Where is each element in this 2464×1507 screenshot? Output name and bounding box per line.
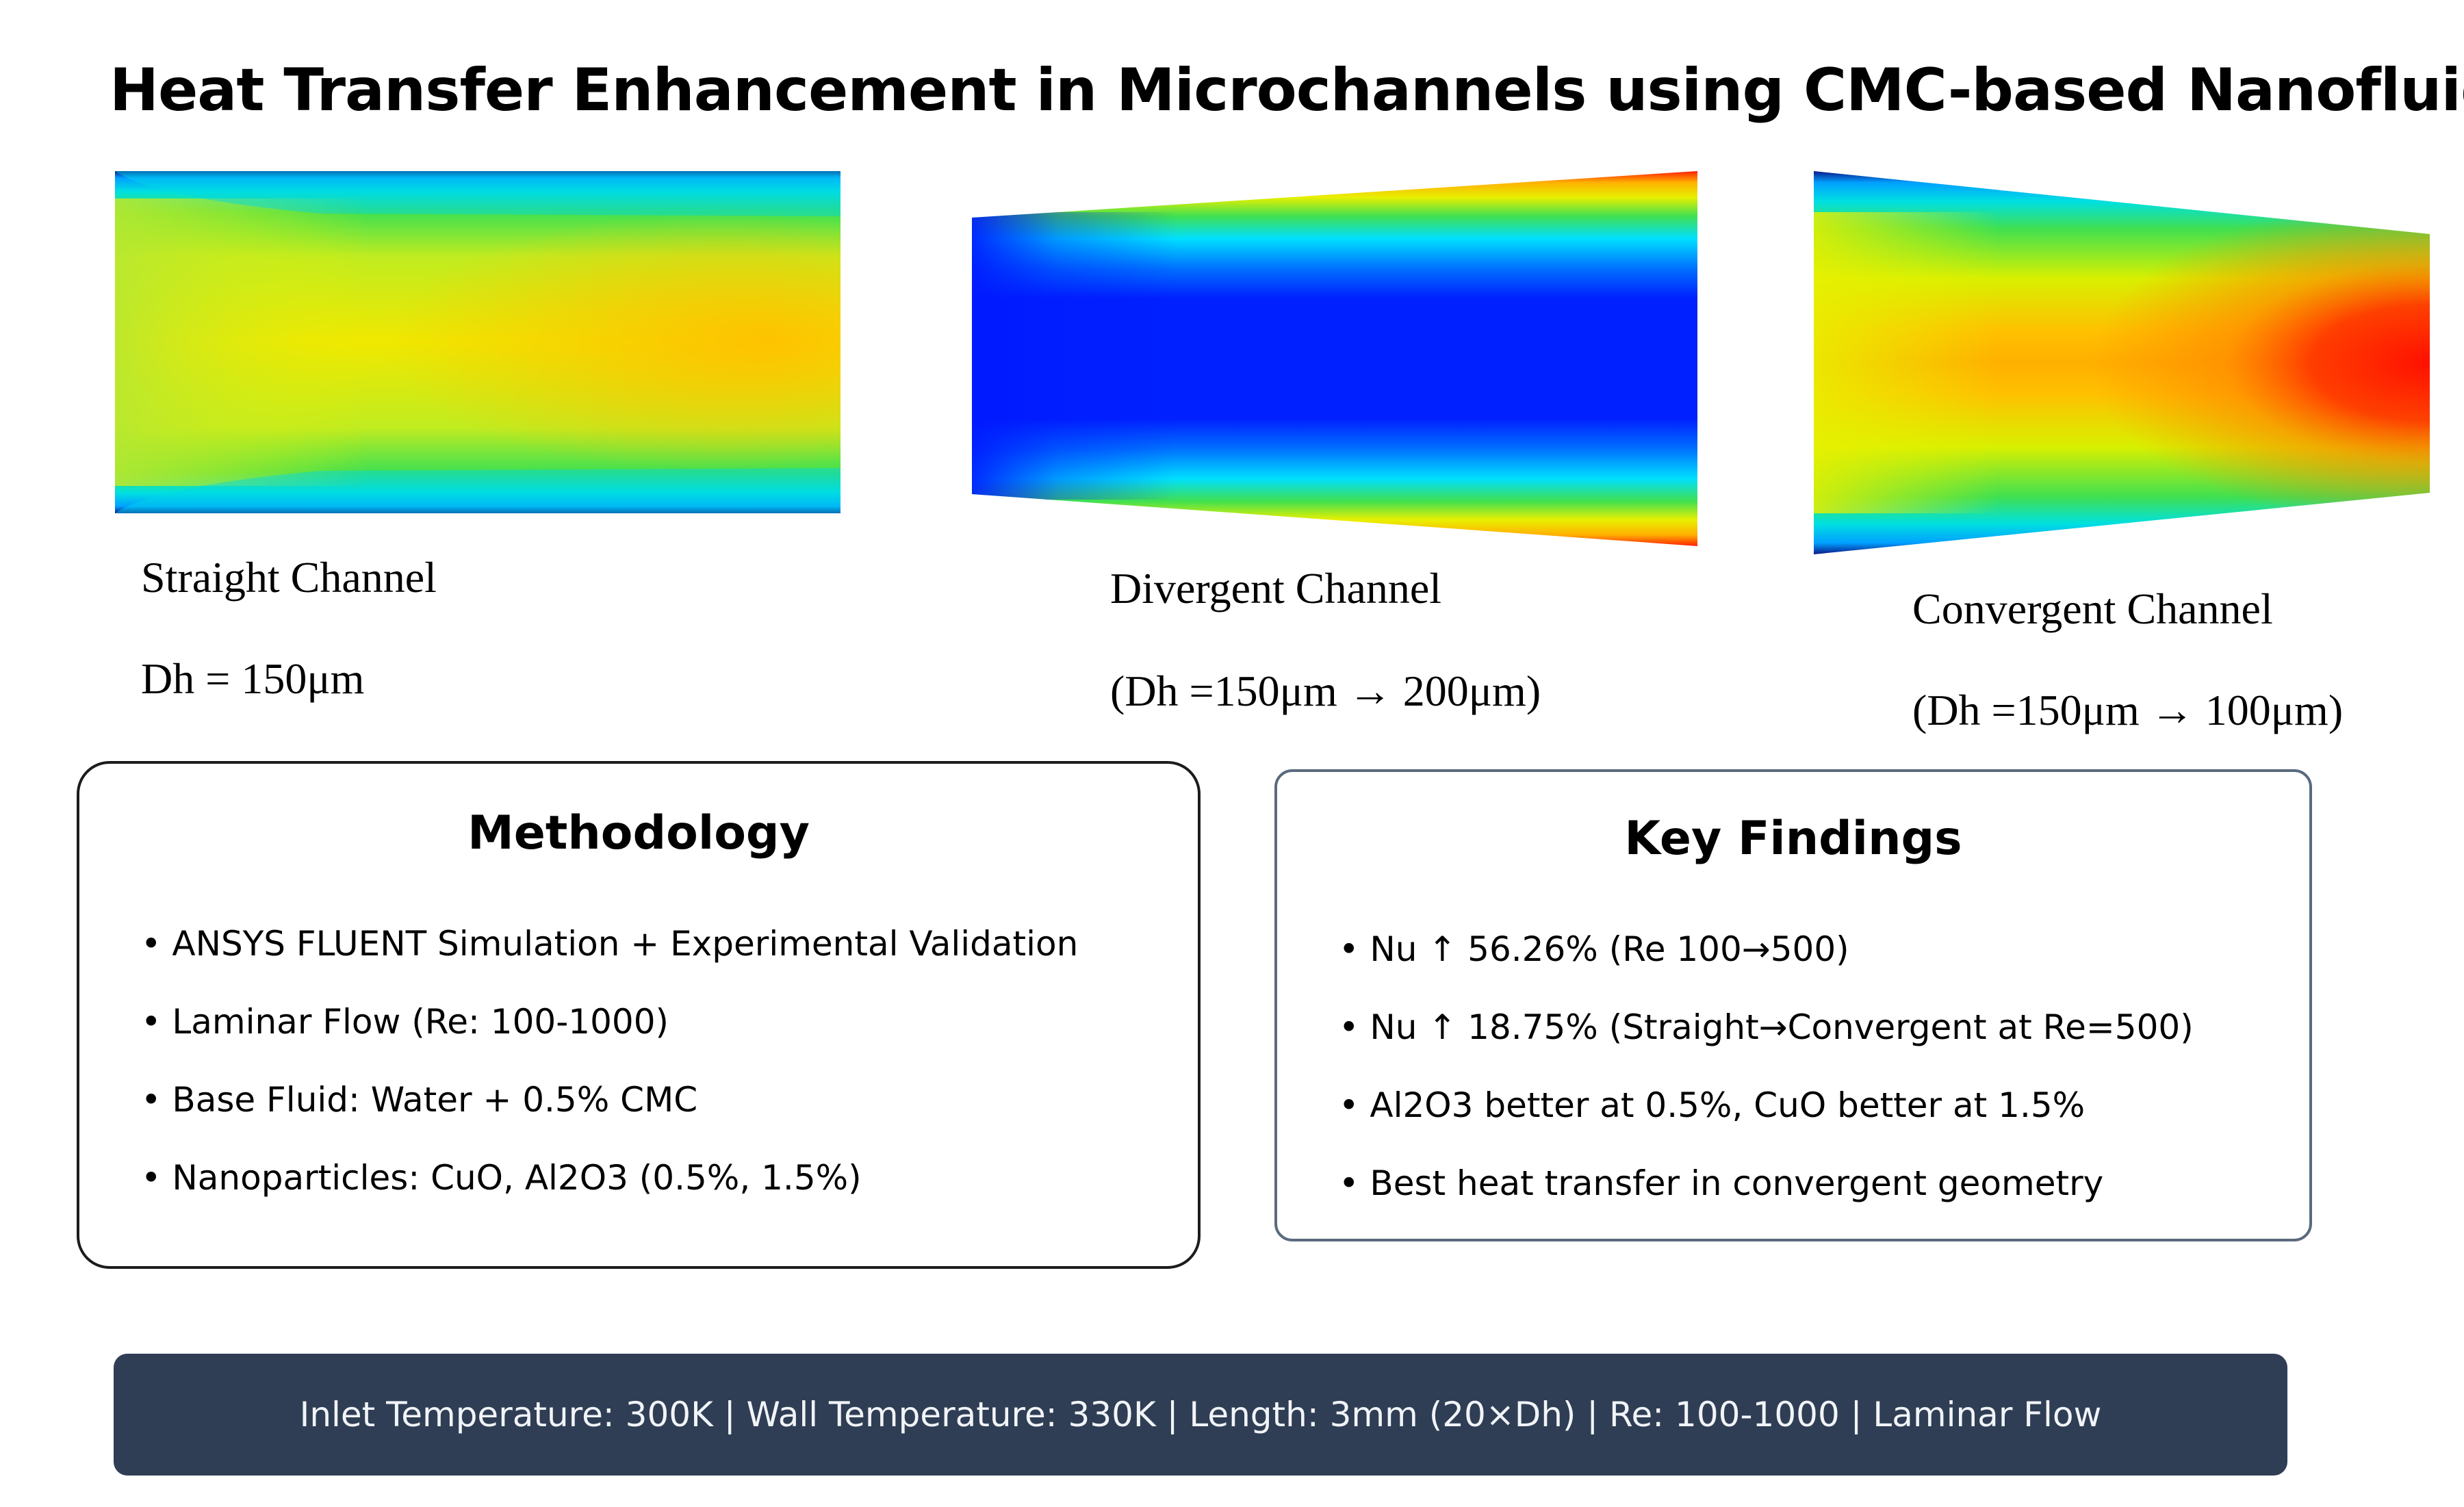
key-findings-panel: Key Findings Nu ↑ 56.26% (Re 100→500) Nu… bbox=[1274, 769, 2312, 1241]
straight-channel-label: Straight Channel bbox=[141, 553, 437, 602]
list-item: Base Fluid: Water + 0.5% CMC bbox=[141, 1061, 1078, 1139]
convergent-channel-contour bbox=[1814, 171, 2430, 554]
methodology-title: Methodology bbox=[467, 806, 810, 860]
list-item: Best heat transfer in convergent geometr… bbox=[1339, 1144, 2194, 1222]
methodology-panel: Methodology ANSYS FLUENT Simulation + Ex… bbox=[77, 761, 1201, 1269]
list-item: Laminar Flow (Re: 100-1000) bbox=[141, 983, 1078, 1061]
parameters-footer: Inlet Temperature: 300K | Wall Temperatu… bbox=[114, 1354, 2287, 1476]
list-item: Nanoparticles: CuO, Al2O3 (0.5%, 1.5%) bbox=[141, 1139, 1078, 1217]
page-title: Heat Transfer Enhancement in Microchanne… bbox=[110, 56, 2464, 125]
methodology-list: ANSYS FLUENT Simulation + Experimental V… bbox=[141, 905, 1078, 1217]
convergent-channel-label: Convergent Channel bbox=[1912, 584, 2273, 633]
straight-channel-contour bbox=[115, 171, 840, 513]
divergent-channel-dimension: (Dh =150μm → 200μm) bbox=[1110, 667, 1541, 715]
straight-channel-dimension: Dh = 150μm bbox=[141, 654, 365, 703]
key-findings-list: Nu ↑ 56.26% (Re 100→500) Nu ↑ 18.75% (St… bbox=[1339, 910, 2194, 1222]
list-item: Nu ↑ 56.26% (Re 100→500) bbox=[1339, 910, 2194, 988]
convergent-channel-dimension: (Dh =150μm → 100μm) bbox=[1912, 686, 2344, 734]
divergent-channel-contour bbox=[972, 171, 1697, 546]
list-item: ANSYS FLUENT Simulation + Experimental V… bbox=[141, 905, 1078, 983]
key-findings-title: Key Findings bbox=[1624, 812, 1962, 866]
list-item: Nu ↑ 18.75% (Straight→Convergent at Re=5… bbox=[1339, 988, 2193, 1066]
divergent-channel-label: Divergent Channel bbox=[1110, 564, 1442, 613]
list-item: Al2O3 better at 0.5%, CuO better at 1.5% bbox=[1339, 1066, 2194, 1144]
